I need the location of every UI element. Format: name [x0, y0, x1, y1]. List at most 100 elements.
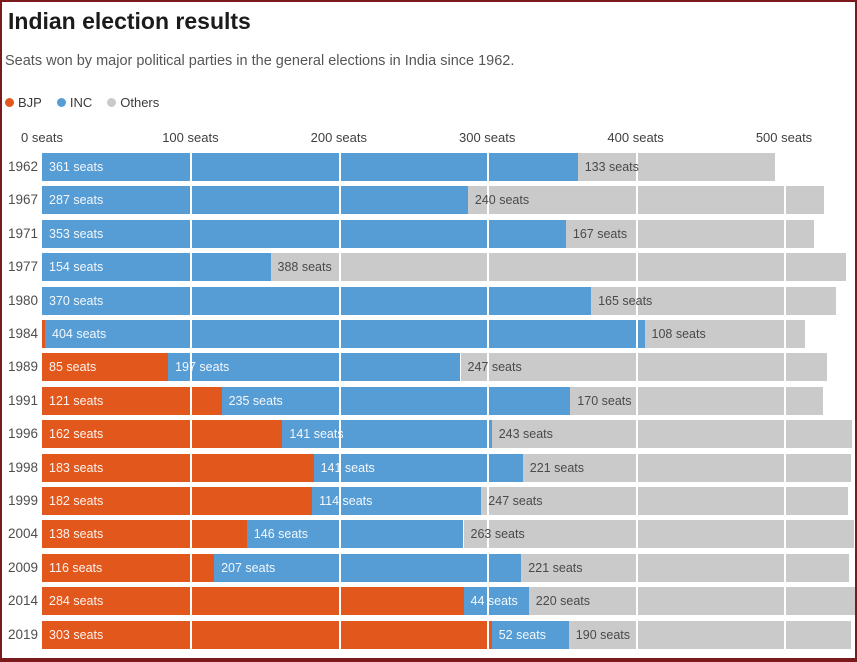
bar-segment-others-1998	[522, 454, 851, 482]
year-label-1962: 1962	[8, 159, 39, 174]
bar-value-label: 116 seats	[49, 561, 103, 575]
bar-segment-others-1980	[591, 287, 836, 315]
year-label-1989: 1989	[8, 359, 39, 374]
bar-segment-inc-1967	[42, 186, 468, 214]
bar-segment-others-2004	[463, 520, 854, 548]
year-label-1971: 1971	[8, 226, 39, 241]
legend-item-bjp: BJP	[5, 95, 42, 110]
legend-dot-icon	[107, 98, 117, 107]
year-label-1991: 1991	[8, 393, 39, 408]
axis-tick-label: 300 seats	[459, 130, 516, 145]
bar-value-label: 154 seats	[49, 260, 104, 274]
bar-segment-inc-1971	[42, 220, 566, 248]
legend-dot-icon	[56, 98, 66, 107]
bar-value-label: 197 seats	[175, 360, 230, 374]
bar-value-label: 388 seats	[277, 260, 332, 274]
year-label-1984: 1984	[8, 326, 39, 341]
bar-segment-inc-1980	[42, 287, 592, 315]
bar-value-label: 404 seats	[52, 327, 107, 341]
legend-label: INC	[69, 95, 93, 110]
axis-tick-label: 100 seats	[162, 130, 219, 145]
bar-value-label: 44 seats	[470, 594, 518, 608]
bar-value-label: 141 seats	[289, 427, 344, 441]
bar-value-label: 146 seats	[253, 527, 309, 541]
year-label-2009: 2009	[8, 560, 39, 575]
bar-segment-bjp-1984	[42, 320, 45, 348]
legend-item-others: Others	[107, 95, 159, 110]
bar-segment-inc-2009	[214, 554, 522, 582]
bar-segment-others-2009	[521, 554, 850, 582]
bar-value-label: 221 seats	[528, 561, 583, 575]
bar-segment-others-1962	[577, 153, 776, 181]
bar-segment-inc-1991	[221, 387, 571, 415]
bar-segment-bjp-2009	[42, 554, 215, 582]
bar-value-label: 303 seats	[49, 628, 104, 642]
year-label-1977: 1977	[8, 259, 39, 274]
bar-value-label: 108 seats	[651, 327, 706, 341]
bar-segment-others-1967	[467, 186, 825, 214]
bar-segment-inc-2004	[246, 520, 464, 548]
bar-value-label: 183 seats	[49, 461, 104, 475]
legend-label: BJP	[18, 95, 42, 110]
bar-segment-bjp-2019	[42, 621, 492, 649]
gridline	[784, 153, 786, 649]
bar-segment-bjp-1998	[42, 454, 314, 482]
bar-segment-bjp-1996	[42, 420, 283, 448]
axis-tick-label: 400 seats	[607, 130, 664, 145]
gridline	[487, 153, 490, 649]
year-label-1980: 1980	[8, 293, 39, 308]
bar-value-label: 220 seats	[535, 594, 591, 608]
bar-value-label: 287 seats	[49, 193, 104, 207]
bar-segment-others-1996	[491, 420, 853, 448]
bar-value-label: 138 seats	[49, 527, 104, 541]
bar-segment-others-1977	[270, 253, 847, 281]
year-label-1967: 1967	[8, 192, 39, 207]
bar-segment-bjp-2014	[42, 587, 464, 615]
year-label-2014: 2014	[8, 593, 39, 608]
legend-item-inc: INC	[56, 95, 93, 110]
bar-segment-inc-1989	[168, 353, 461, 381]
legend-label: Others	[120, 95, 160, 110]
bar-value-label: 141 seats	[320, 461, 375, 475]
bar-segment-inc-2019	[491, 621, 569, 649]
bar-value-label: 353 seats	[49, 227, 104, 241]
bar-value-label: 165 seats	[598, 294, 653, 308]
axis-tick-label: 0 seats	[21, 130, 63, 145]
bar-value-label: 284 seats	[49, 594, 104, 608]
axis-tick-label: 500 seats	[755, 130, 813, 145]
bar-value-label: 240 seats	[474, 193, 530, 207]
bar-value-label: 121 seats	[49, 394, 104, 408]
bar-value-label: 182 seats	[49, 494, 104, 508]
chart-subtitle: Seats won by major political parties in …	[5, 53, 515, 69]
bar-value-label: 243 seats	[498, 427, 553, 441]
bar-value-label: 52 seats	[498, 628, 546, 642]
bar-value-label: 114 seats	[319, 494, 373, 508]
legend: BJP INC Others	[5, 95, 159, 110]
bar-segment-others-1971	[565, 220, 814, 248]
bar-value-label: 247 seats	[467, 360, 522, 374]
gridline	[338, 153, 341, 649]
bar-value-label: 207 seats	[221, 561, 276, 575]
bar-segment-inc-2014	[463, 587, 529, 615]
bar-value-label: 170 seats	[577, 394, 632, 408]
bar-value-label: 361 seats	[49, 160, 104, 174]
bar-value-label: 162 seats	[49, 427, 104, 441]
bar-segment-others-1991	[570, 387, 823, 415]
bar-segment-inc-1984	[45, 320, 645, 348]
bar-segment-inc-1962	[42, 153, 578, 181]
bar-segment-bjp-1999	[42, 487, 313, 515]
bar-segment-bjp-2004	[42, 520, 247, 548]
legend-dot-icon	[5, 98, 14, 107]
axis-tick-label: 200 seats	[310, 130, 367, 145]
bar-segment-others-1984	[644, 320, 805, 348]
bar-value-label: 221 seats	[529, 461, 585, 475]
bar-segment-bjp-1989	[42, 353, 169, 381]
bar-value-label: 370 seats	[49, 294, 104, 308]
bar-value-label: 133 seats	[584, 160, 639, 174]
gridline	[635, 153, 638, 649]
page-title: Indian election results	[8, 8, 251, 34]
bar-segment-inc-1996	[282, 420, 492, 448]
year-label-1996: 1996	[8, 426, 39, 441]
year-label-2019: 2019	[8, 627, 39, 642]
bar-value-label: 247 seats	[488, 494, 543, 508]
